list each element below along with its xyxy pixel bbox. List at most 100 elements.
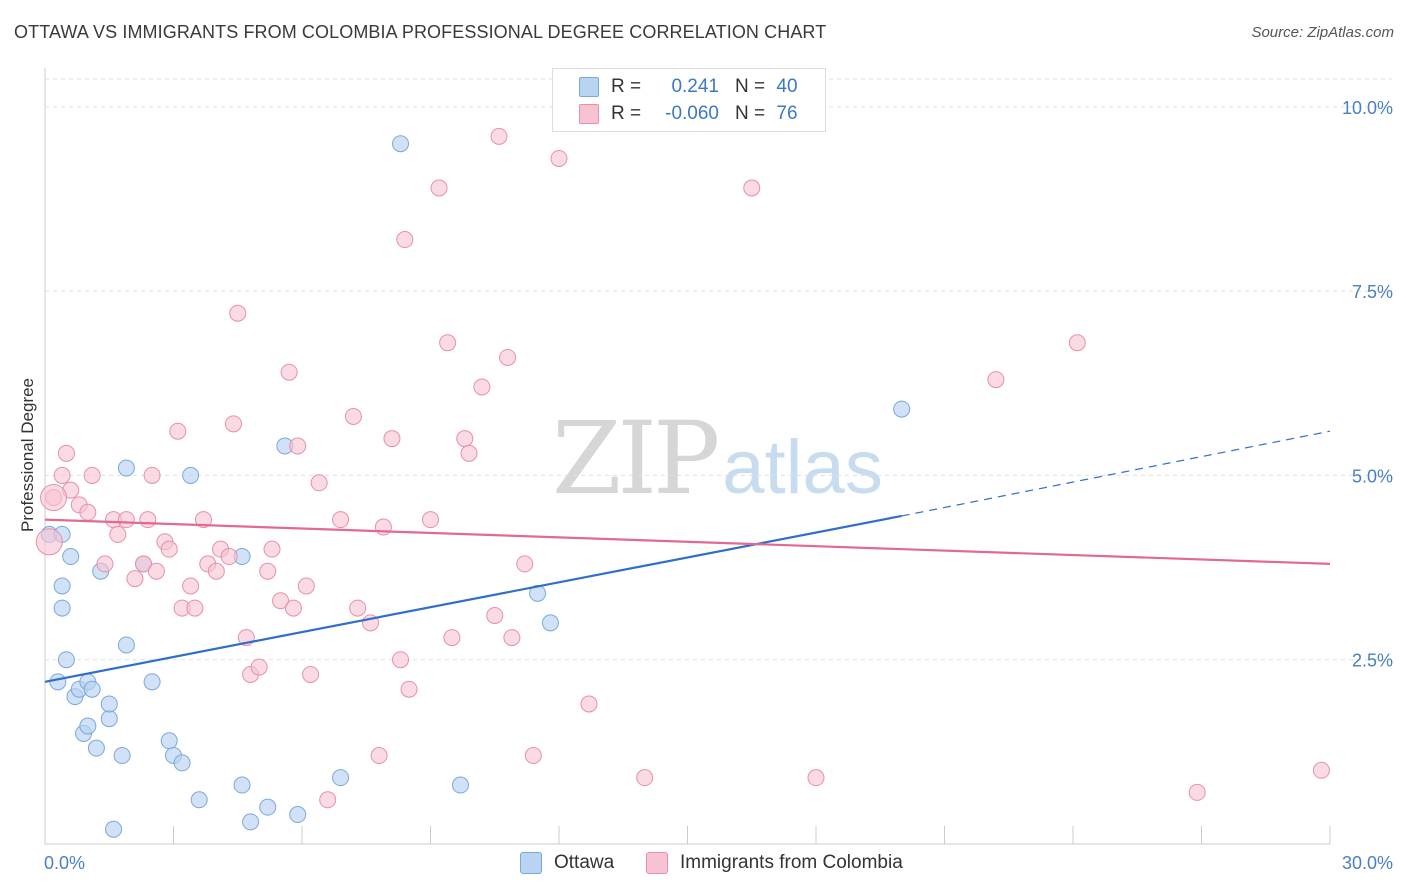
- data-point-colombia: [229, 304, 247, 322]
- data-point-ottawa: [117, 636, 135, 654]
- correlation-legend: R = 0.241 N = 40 R = -0.060 N = 76: [552, 68, 826, 132]
- data-point-ottawa: [117, 459, 135, 477]
- data-point-ottawa: [100, 695, 118, 713]
- data-point-colombia: [503, 629, 521, 647]
- data-point-ottawa: [113, 747, 131, 765]
- grid: [45, 78, 1392, 661]
- chart-title: OTTAWA VS IMMIGRANTS FROM COLOMBIA PROFE…: [14, 22, 827, 42]
- data-point-colombia: [490, 127, 508, 145]
- data-point-ottawa: [105, 820, 123, 838]
- data-point-ottawa: [87, 739, 105, 757]
- data-point-colombia: [374, 518, 392, 536]
- data-point-colombia: [344, 407, 362, 425]
- data-point-colombia: [83, 466, 101, 484]
- data-point-colombia: [40, 484, 68, 512]
- data-point-colombia: [126, 570, 144, 588]
- data-point-colombia: [57, 444, 75, 462]
- data-point-ottawa: [190, 791, 208, 809]
- data-point-colombia: [383, 430, 401, 448]
- data-point-colombia: [439, 334, 457, 352]
- data-point-colombia: [297, 577, 315, 595]
- data-point-ottawa: [182, 466, 200, 484]
- y-tick-label: 7.5%: [1352, 282, 1393, 302]
- data-point-colombia: [319, 791, 337, 809]
- data-point-colombia: [109, 525, 127, 543]
- data-point-colombia: [987, 371, 1005, 389]
- data-point-ottawa: [62, 548, 80, 566]
- data-point-colombia: [289, 437, 307, 455]
- data-point-colombia: [332, 511, 350, 529]
- data-point-ottawa: [143, 673, 161, 691]
- data-point-ottawa: [79, 717, 97, 735]
- data-point-colombia: [456, 430, 474, 448]
- data-point-colombia: [392, 651, 410, 669]
- legend-label-colombia: Immigrants from Colombia: [680, 852, 903, 873]
- legend-swatch-ottawa: [579, 77, 599, 97]
- legend-swatch-ottawa: [520, 852, 542, 874]
- legend-label-ottawa: Ottawa: [554, 852, 615, 873]
- data-point-colombia: [1188, 783, 1206, 801]
- data-point-colombia: [516, 555, 534, 573]
- data-point-colombia: [284, 599, 302, 617]
- data-point-colombia: [194, 511, 212, 529]
- data-point-colombia: [636, 769, 654, 787]
- data-point-ottawa: [332, 769, 350, 787]
- data-point-colombia: [169, 422, 187, 440]
- data-point-ottawa: [173, 754, 191, 772]
- data-point-ottawa: [893, 400, 911, 418]
- data-point-colombia: [117, 511, 135, 529]
- data-point-ottawa: [392, 135, 410, 153]
- legend-n-label: N =: [735, 76, 766, 97]
- series-colombia-points: [35, 127, 1330, 809]
- data-point-colombia: [807, 769, 825, 787]
- data-point-colombia: [207, 562, 225, 580]
- x-tick-label: 0.0%: [44, 853, 85, 873]
- data-point-colombia: [1068, 334, 1086, 352]
- axes: [44, 68, 1331, 845]
- legend-n-label: N =: [735, 103, 766, 124]
- data-point-colombia: [580, 695, 598, 713]
- series-ottawa-points: [40, 135, 911, 838]
- legend-n-value: 40: [776, 76, 798, 97]
- legend-n-value: 76: [776, 103, 798, 124]
- watermark: ZIPatlas: [552, 400, 883, 517]
- data-point-ottawa: [289, 806, 307, 824]
- legend-swatch-colombia: [646, 852, 668, 874]
- data-point-colombia: [272, 592, 290, 610]
- trend-line-ottawa-projection: [901, 430, 1331, 517]
- data-point-colombia: [79, 503, 97, 521]
- data-point-ottawa: [49, 673, 67, 691]
- legend-r-value: -0.060: [665, 103, 719, 124]
- tick-labels: 2.5% 5.0% 7.5% 10.0% 0.0% 30.0%: [44, 98, 1393, 873]
- data-point-colombia: [259, 562, 277, 580]
- data-point-colombia: [499, 348, 517, 366]
- data-point-colombia: [280, 363, 298, 381]
- data-point-colombia: [224, 415, 242, 433]
- data-point-ottawa: [242, 813, 260, 831]
- legend-r-value: 0.241: [671, 76, 719, 97]
- data-point-ottawa: [233, 776, 251, 794]
- data-point-colombia: [370, 747, 388, 765]
- legend-item-ottawa: Ottawa: [520, 852, 614, 874]
- legend-item-colombia: Immigrants from Colombia: [646, 852, 903, 874]
- data-point-ottawa: [259, 798, 277, 816]
- data-point-ottawa: [100, 710, 118, 728]
- x-tick-label: 30.0%: [1342, 853, 1393, 873]
- data-point-ottawa: [160, 732, 178, 750]
- data-point-ottawa: [53, 599, 71, 617]
- legend-r-label: R =: [611, 76, 642, 97]
- data-point-colombia: [310, 474, 328, 492]
- data-point-colombia: [1312, 761, 1330, 779]
- data-point-colombia: [349, 599, 367, 617]
- data-point-ottawa: [53, 577, 71, 595]
- trend-line-ottawa: [44, 514, 902, 683]
- data-point-colombia: [473, 378, 491, 396]
- trend-lines: [44, 430, 1331, 683]
- trend-line-colombia: [44, 518, 1331, 565]
- data-point-colombia: [460, 444, 478, 462]
- series-legend: Ottawa Immigrants from Colombia: [0, 852, 1406, 876]
- data-point-colombia: [422, 511, 439, 529]
- data-point-colombia: [250, 658, 268, 676]
- data-point-colombia: [443, 629, 461, 647]
